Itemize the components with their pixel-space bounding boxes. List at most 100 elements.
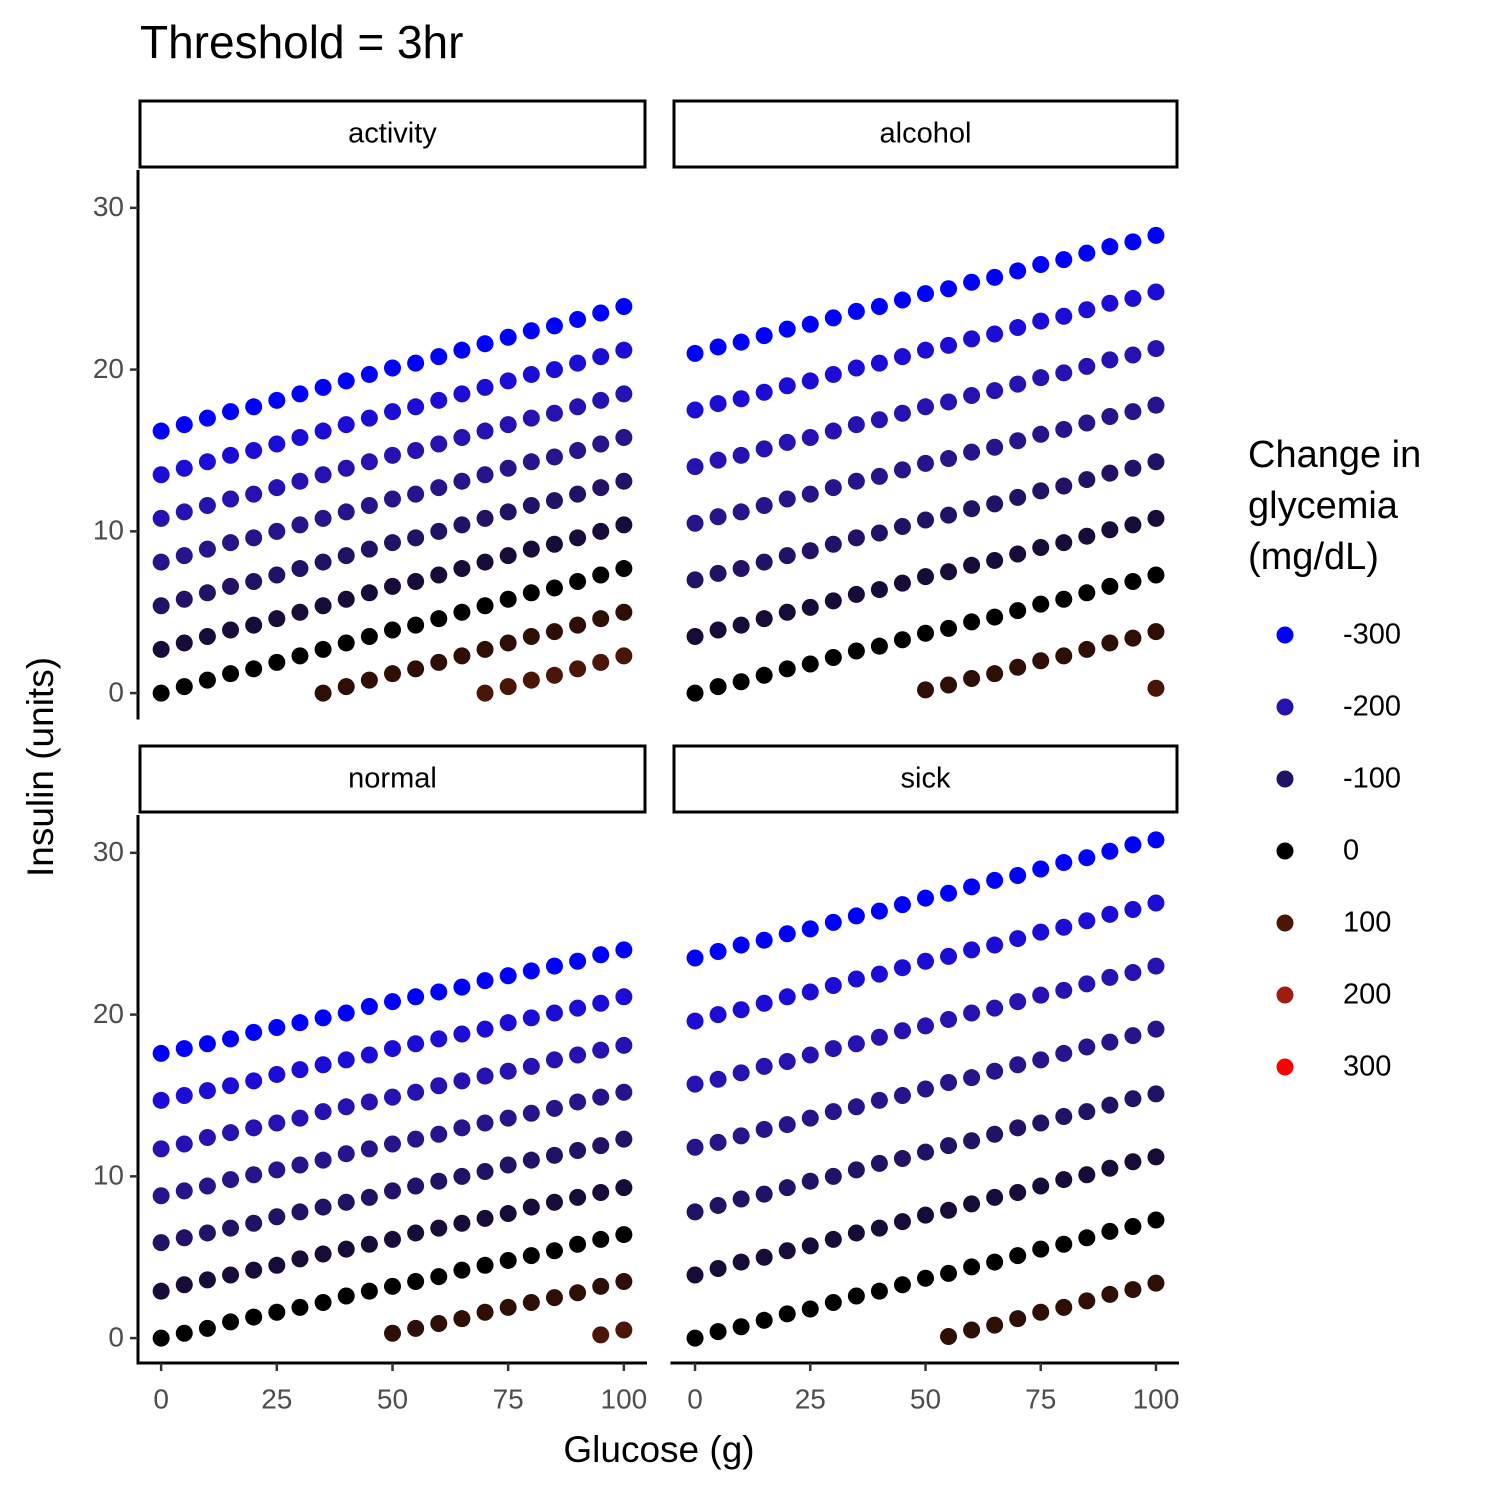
point	[384, 621, 401, 639]
point	[453, 1072, 471, 1090]
point	[198, 1271, 216, 1289]
point	[917, 511, 934, 529]
point	[615, 516, 633, 534]
point	[801, 1046, 819, 1064]
point	[847, 1035, 865, 1053]
point	[1055, 918, 1073, 936]
point	[314, 422, 332, 440]
point	[175, 1086, 193, 1104]
point	[476, 1020, 494, 1038]
point	[1032, 312, 1050, 330]
point	[245, 398, 263, 416]
point	[569, 398, 587, 416]
point	[360, 1282, 378, 1300]
point	[893, 404, 911, 422]
point	[917, 341, 934, 359]
point	[522, 453, 540, 471]
point	[1124, 233, 1142, 251]
point	[615, 1083, 633, 1101]
point	[314, 1009, 332, 1027]
point	[245, 1166, 263, 1184]
facet-label: alcohol	[880, 118, 972, 150]
legend-label: 200	[1343, 979, 1391, 1011]
point	[337, 1051, 355, 1069]
point	[893, 1276, 911, 1294]
point	[709, 338, 727, 356]
point	[522, 671, 540, 689]
x-tick-label: 0	[153, 1383, 169, 1414]
point	[1101, 577, 1119, 595]
point	[430, 1172, 448, 1190]
point	[1055, 477, 1073, 495]
point	[917, 1206, 934, 1224]
point	[569, 660, 587, 678]
point	[615, 385, 633, 403]
point	[569, 310, 587, 328]
point	[592, 435, 610, 453]
point	[499, 547, 517, 565]
point	[198, 1129, 216, 1147]
point	[940, 947, 958, 965]
point	[407, 1272, 425, 1290]
point	[963, 1069, 981, 1087]
x-tick-label: 100	[1133, 1383, 1180, 1414]
facet-strip	[138, 744, 647, 814]
point	[453, 1119, 471, 1137]
point	[152, 1044, 170, 1062]
point	[291, 1109, 309, 1127]
point	[755, 1311, 773, 1329]
point	[1078, 527, 1096, 545]
point	[407, 660, 425, 678]
y-tick-label: 30	[93, 191, 124, 222]
point	[545, 1051, 563, 1069]
point	[1147, 340, 1165, 358]
point	[1055, 364, 1073, 382]
point	[686, 458, 704, 476]
point	[360, 1188, 378, 1206]
point	[545, 1289, 563, 1307]
point	[175, 459, 193, 477]
legend-swatch	[1276, 698, 1294, 716]
point	[778, 1242, 796, 1260]
point	[453, 385, 471, 403]
point	[268, 479, 286, 497]
point	[1147, 396, 1165, 414]
point	[291, 429, 309, 447]
point	[545, 666, 563, 684]
point	[175, 1229, 193, 1247]
point	[314, 1198, 332, 1216]
point	[686, 684, 704, 702]
y-tick-label: 10	[93, 1160, 124, 1191]
point	[384, 993, 401, 1011]
point	[522, 1294, 540, 1312]
point	[268, 391, 286, 409]
point	[1032, 539, 1050, 557]
point	[569, 529, 587, 547]
point	[709, 508, 727, 526]
point	[407, 1224, 425, 1242]
point	[430, 983, 448, 1001]
point	[430, 1030, 448, 1048]
point	[1078, 849, 1096, 867]
point	[453, 1025, 471, 1043]
point	[222, 403, 240, 421]
point	[824, 913, 842, 931]
point	[1147, 679, 1165, 697]
point	[592, 522, 610, 540]
point	[569, 1235, 587, 1253]
point	[314, 1103, 332, 1121]
point	[384, 1040, 401, 1058]
point	[522, 1009, 540, 1027]
point	[222, 490, 240, 508]
point	[476, 684, 494, 702]
point	[569, 616, 587, 634]
point	[592, 1041, 610, 1059]
point	[337, 678, 355, 696]
point	[615, 1179, 633, 1197]
x-tick-label: 25	[795, 1383, 826, 1414]
point	[569, 441, 587, 459]
point	[847, 302, 865, 320]
point	[337, 634, 355, 652]
point	[801, 920, 819, 938]
